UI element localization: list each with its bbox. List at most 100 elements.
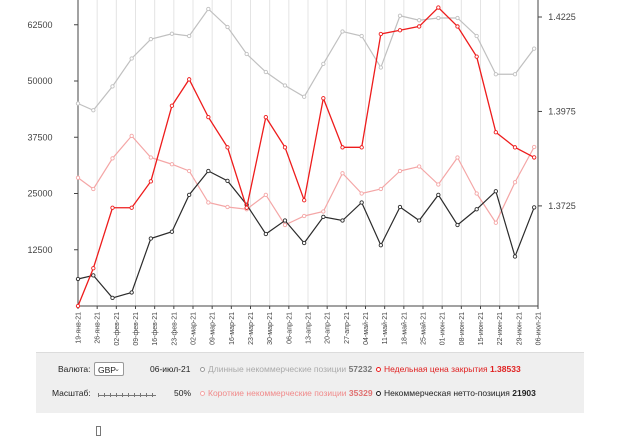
data-point [187,77,192,82]
data-point [225,145,230,150]
legend-close-label: Недельная цена закрытия [384,364,488,374]
data-point [321,214,326,220]
tick-labels: 12500 25000 37500 50000 62500 1.3725 1.3975 1.4… [27,12,575,346]
data-point [225,24,230,30]
data-point [129,205,134,210]
data-point [397,168,403,174]
data-point [75,303,81,309]
data-point [397,28,403,33]
date-tick-label: 09-фев-21 [133,312,140,346]
data-point [302,94,307,99]
data-point [148,37,153,42]
series-line [77,8,535,111]
data-point [474,33,479,39]
left-tick-label: 37500 [27,132,52,142]
data-point [417,24,422,29]
data-point [378,186,383,192]
legend-long: Длинные некоммерческие позиции 57232 [200,364,372,374]
date-tick-label: 27-апр-21 [344,312,351,344]
series-line [77,6,535,307]
data-point [282,222,288,228]
date-tick-label: 19-янв-21 [76,312,83,344]
data-point [417,218,422,223]
series-line [77,134,535,226]
date-label: 06-июл-21 [150,364,191,374]
zoom-label: Масштаб: [52,388,91,398]
left-tick-label: 50000 [27,76,52,86]
zoom-handle[interactable] [96,426,101,436]
date-tick-label: 02-мар-21 [191,312,198,345]
left-tick-label: 62500 [27,20,52,30]
date-tick-label: 30-мар-21 [267,312,274,345]
date-tick-label: 26-янв-21 [95,312,102,344]
data-point [129,56,134,61]
data-point [512,72,518,77]
data-point [148,155,153,160]
data-point [169,162,175,167]
data-point [169,103,175,108]
date-tick-label: 06-апр-21 [286,312,293,344]
data-point [169,229,175,234]
data-point [532,155,537,160]
data-point [532,144,537,150]
data-point [436,15,441,21]
data-point [340,171,345,176]
legend-long-label: Длинные некоммерческие позиции [208,364,347,374]
data-point [75,175,81,180]
data-point [129,290,134,295]
series-2 [75,168,537,301]
data-point [110,84,115,89]
legend-long-value: 57232 [348,364,373,374]
data-point [474,191,479,196]
data-point [187,168,192,174]
data-point [493,72,498,77]
zoom-slider[interactable] [96,392,156,436]
data-point [493,220,498,225]
data-point [75,276,81,282]
data-point [187,192,192,198]
data-point [263,192,268,198]
data-point [206,6,211,12]
data-point [340,218,345,223]
date-tick-label: 22-июн-21 [497,312,504,345]
data-point [129,133,134,139]
data-point [302,198,307,203]
data-point [397,204,403,210]
data-point [110,156,115,161]
data-point [244,205,249,210]
data-point [340,29,345,34]
date-tick-label: 23-фев-21 [171,312,178,346]
data-point [206,168,211,174]
right-tick-label: 1.3725 [548,201,576,211]
data-point [493,130,498,135]
data-point [474,207,479,212]
data-point [282,83,288,88]
data-point [532,205,537,210]
date-tick-label: 01-июн-21 [440,312,447,345]
currency-select[interactable]: GBP ⌄ [94,362,124,376]
data-point [91,266,96,271]
data-point [359,191,364,196]
date-tick-label: 15-июн-21 [478,312,485,345]
legend-net-marker [376,391,381,396]
date-tick-label: 06-июл-21 [536,312,543,345]
cot-chart: 12500 25000 37500 50000 62500 1.3725 1.3975 1.4… [27,0,576,346]
data-point [206,114,211,120]
data-point [91,108,96,113]
currency-label: Валюта: [58,364,91,374]
data-point [436,192,441,198]
date-tick-label: 13-апр-21 [306,312,313,344]
data-point [321,96,326,101]
data-point [263,69,268,75]
date-tick-label: 20-апр-21 [325,312,332,344]
data-point [225,178,230,184]
data-point [378,65,383,70]
currency-value: GBP [98,365,116,375]
data-point [359,200,364,205]
chart-area: 12500 25000 37500 50000 62500 1.3725 1.3975 1.4… [27,0,576,346]
data-point [321,61,326,67]
data-point [340,145,345,150]
data-point [436,5,441,10]
legend-net-label: Некоммерческая нетто-позиция [384,388,510,398]
series-3 [75,5,537,309]
